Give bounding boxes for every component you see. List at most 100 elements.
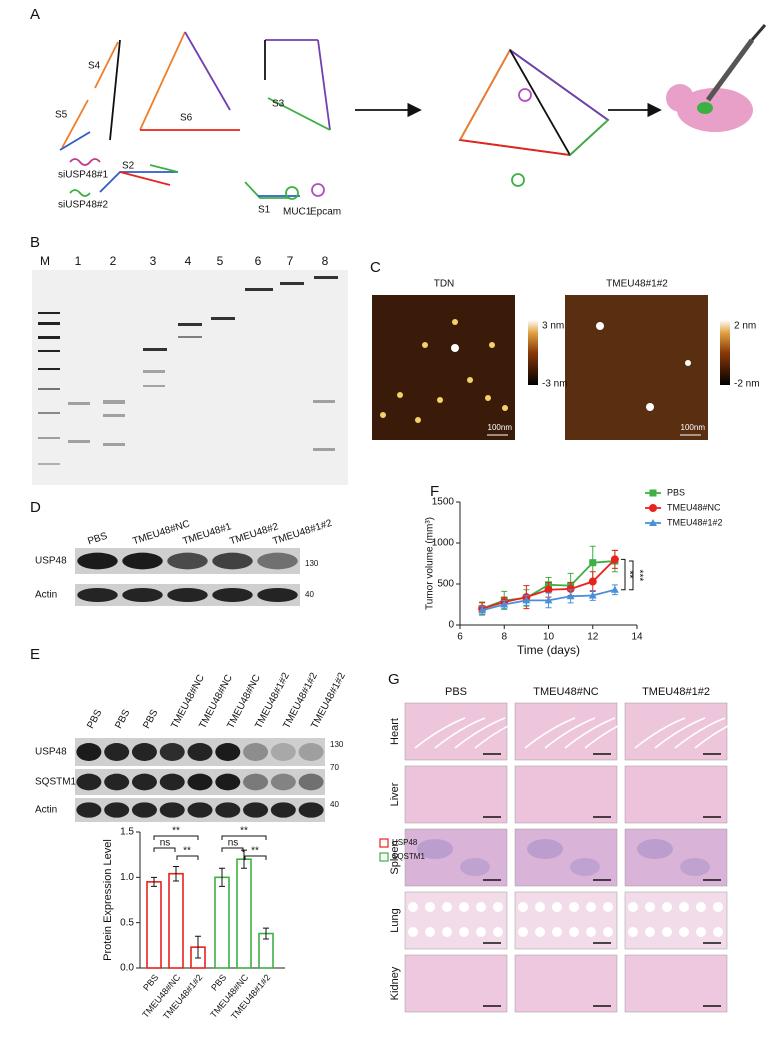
- alveolus: [696, 927, 706, 937]
- strand-label: S1: [258, 205, 271, 216]
- alveolus: [569, 927, 579, 937]
- colorbar-min: -3 nm: [542, 379, 568, 390]
- error-bar: [173, 865, 179, 882]
- protein-label: USP48: [35, 556, 67, 567]
- marker: [649, 504, 657, 512]
- alveolus: [408, 927, 418, 937]
- alveolus: [476, 927, 486, 937]
- blot-band: [131, 773, 157, 791]
- tissue-streak: [634, 717, 686, 749]
- tissue-streak: [544, 717, 596, 749]
- bracket: [221, 835, 267, 840]
- panel-label: G: [388, 671, 400, 688]
- histology-image: [514, 954, 618, 1013]
- annotation: ***: [633, 570, 644, 582]
- scale-bar-label: 100nm: [681, 423, 706, 432]
- blot-band: [77, 587, 118, 603]
- histology-image: [514, 828, 618, 887]
- sample-label: PBS: [141, 708, 160, 731]
- alveolus: [628, 927, 638, 937]
- blot-band: [104, 743, 130, 761]
- alveolus: [535, 902, 545, 912]
- tissue-streak: [414, 717, 466, 749]
- x-tick-label: 12: [587, 632, 599, 643]
- blot-band: [215, 743, 241, 761]
- blot-band: [131, 743, 157, 761]
- marker: [500, 600, 509, 608]
- protein-label: Actin: [35, 805, 57, 816]
- organ-label: Spleen: [389, 840, 401, 874]
- legend-label: PBS: [667, 487, 685, 497]
- alveolus: [535, 927, 545, 937]
- bar: [146, 881, 162, 969]
- alveolus: [442, 927, 452, 937]
- blot-band: [270, 773, 296, 791]
- blot-band: [159, 773, 185, 791]
- protein-label: Actin: [35, 590, 57, 601]
- lane-label: M: [40, 254, 50, 268]
- tissue-patch: [527, 839, 563, 859]
- alveolus: [408, 902, 418, 912]
- strand-label: S5: [55, 110, 68, 121]
- blot-band: [298, 802, 324, 818]
- marker: [566, 592, 575, 600]
- protein-label: USP48: [35, 747, 67, 758]
- bracket: [153, 847, 176, 852]
- lane-label: 2: [110, 254, 117, 268]
- aptamer-label: MUC1: [283, 207, 312, 218]
- tissue-streak: [564, 717, 616, 749]
- bracket: [629, 560, 634, 591]
- error-bar: [263, 927, 269, 940]
- legend-swatch: [379, 838, 389, 848]
- alveolus: [459, 927, 469, 937]
- alveolus: [662, 902, 672, 912]
- bracket: [153, 835, 199, 840]
- blot-band: [187, 743, 213, 761]
- annotation: ns: [160, 838, 171, 849]
- blot-band: [215, 773, 241, 791]
- mw-marker: 130: [330, 740, 344, 749]
- alveolus: [628, 902, 638, 912]
- blot-band: [243, 743, 269, 761]
- tissue-streak: [694, 717, 746, 749]
- marker: [566, 584, 575, 593]
- blot-band: [131, 802, 157, 818]
- y-axis-title: Protein Expression Level: [102, 839, 114, 961]
- marker: [589, 559, 597, 567]
- alveolus: [679, 902, 689, 912]
- tissue-patch: [637, 839, 673, 859]
- x-tick-label: 6: [457, 632, 463, 643]
- alveolus: [586, 902, 596, 912]
- histology-image: [514, 765, 618, 824]
- afm: [372, 295, 730, 440]
- alveolus: [493, 927, 503, 937]
- blot-band: [76, 773, 102, 791]
- y-tick-label: 1.0: [120, 872, 134, 883]
- aptamer-label: Epcam: [310, 207, 341, 218]
- column-header: TMEU48#1#2: [642, 686, 710, 698]
- blot-band: [270, 802, 296, 818]
- column-header: PBS: [445, 686, 467, 698]
- marker: [522, 596, 531, 604]
- lane-label: 7: [287, 254, 294, 268]
- organ-label: Lung: [389, 908, 401, 932]
- panel-label: D: [30, 499, 41, 516]
- lane-label: 6: [255, 254, 262, 268]
- tissue-streak: [454, 717, 506, 749]
- alveolus: [569, 902, 579, 912]
- annotation: ns: [228, 838, 239, 849]
- marker: [610, 585, 619, 593]
- histology-image: [404, 891, 508, 950]
- alveolus: [645, 927, 655, 937]
- protein-label: SQSTM1: [35, 777, 77, 788]
- histology-image: [514, 702, 618, 761]
- blot-band: [122, 552, 163, 570]
- legend-label: TMEU48#NC: [667, 502, 721, 512]
- blot-band: [167, 587, 208, 603]
- blot-band: [270, 743, 296, 761]
- organ-label: Heart: [389, 718, 401, 745]
- blot-band: [122, 587, 163, 603]
- sample-label: PBS: [113, 708, 132, 731]
- blot-band: [215, 802, 241, 818]
